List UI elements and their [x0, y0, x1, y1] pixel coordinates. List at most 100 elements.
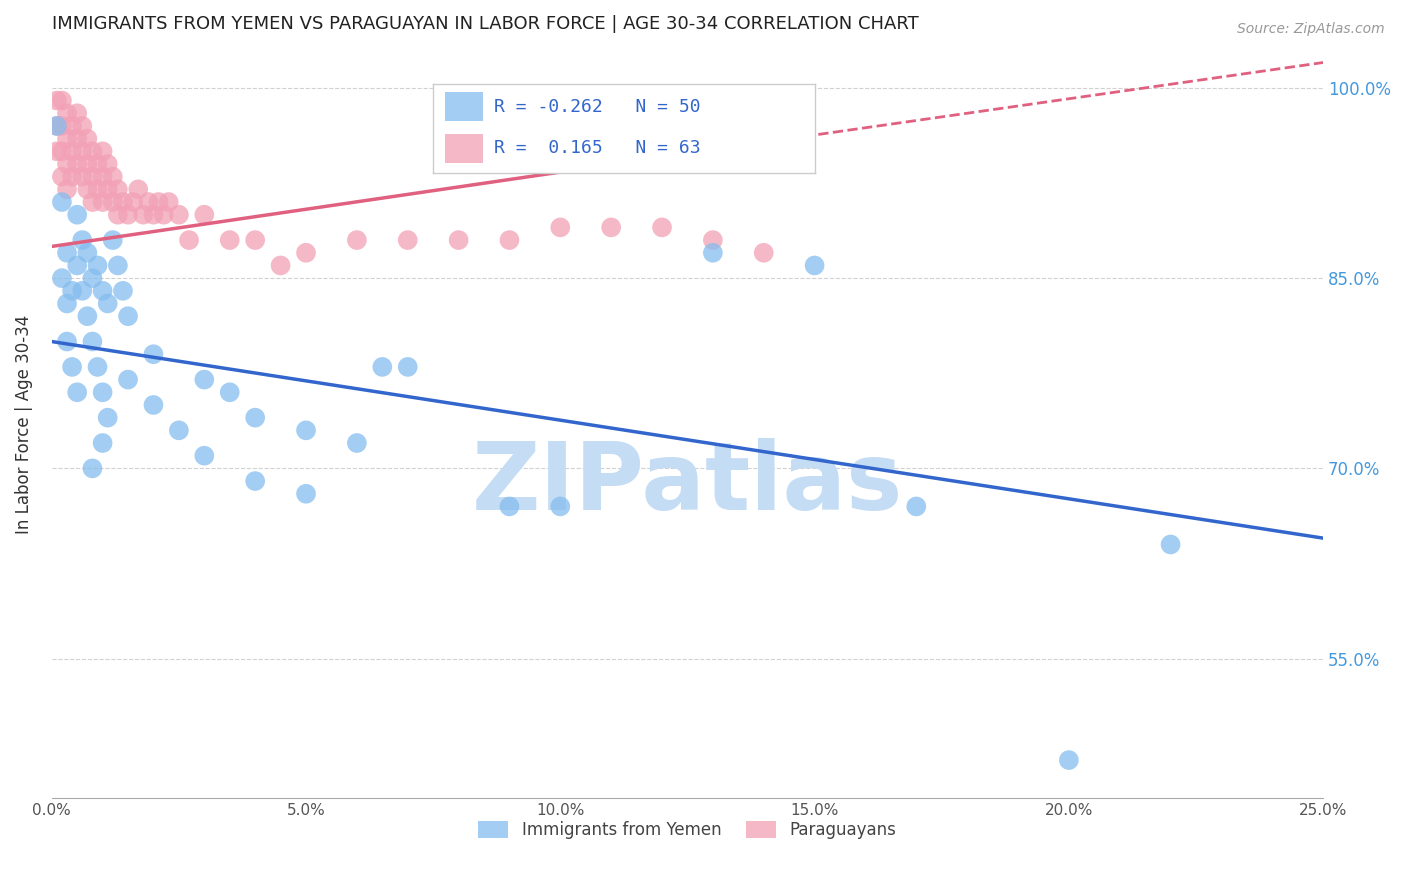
Point	[91, 169, 114, 184]
Point	[45, 94, 67, 108]
Point	[152, 208, 174, 222]
Point	[66, 259, 89, 273]
Point	[243, 233, 266, 247]
Point	[97, 296, 120, 310]
Point	[193, 373, 215, 387]
Point	[76, 245, 98, 260]
Point	[101, 233, 124, 247]
Point	[66, 157, 89, 171]
Point	[803, 259, 825, 273]
Point	[193, 208, 215, 222]
Point	[752, 245, 775, 260]
Point	[295, 423, 318, 437]
Point	[346, 436, 368, 450]
Point	[76, 131, 98, 145]
Point	[295, 487, 318, 501]
Point	[101, 169, 124, 184]
Point	[51, 94, 73, 108]
Point	[66, 208, 89, 222]
Point	[72, 169, 94, 184]
Point	[66, 106, 89, 120]
Point	[122, 194, 145, 209]
Point	[651, 220, 673, 235]
Point	[270, 259, 292, 273]
Point	[56, 131, 79, 145]
Point	[72, 284, 94, 298]
Point	[56, 182, 79, 196]
Point	[498, 233, 520, 247]
Point	[86, 182, 108, 196]
Point	[1160, 537, 1182, 551]
Point	[138, 194, 160, 209]
Point	[56, 106, 79, 120]
Point	[132, 208, 155, 222]
Point	[82, 145, 104, 159]
Point	[550, 220, 572, 235]
Point	[91, 436, 114, 450]
Point	[45, 119, 67, 133]
Point	[148, 194, 170, 209]
Point	[167, 208, 190, 222]
Point	[82, 194, 104, 209]
Point	[101, 194, 124, 209]
Point	[550, 500, 572, 514]
Point	[371, 359, 394, 374]
Point	[218, 385, 240, 400]
Point	[193, 449, 215, 463]
Point	[60, 284, 83, 298]
Point	[82, 169, 104, 184]
Point	[142, 208, 165, 222]
Point	[97, 157, 120, 171]
Point	[117, 208, 139, 222]
Point	[82, 461, 104, 475]
Point	[86, 157, 108, 171]
Point	[56, 157, 79, 171]
Point	[447, 233, 470, 247]
Point	[76, 182, 98, 196]
Text: IMMIGRANTS FROM YEMEN VS PARAGUAYAN IN LABOR FORCE | AGE 30-34 CORRELATION CHART: IMMIGRANTS FROM YEMEN VS PARAGUAYAN IN L…	[52, 15, 918, 33]
Point	[167, 423, 190, 437]
Text: ZIPatlas: ZIPatlas	[472, 438, 903, 530]
Point	[346, 233, 368, 247]
Point	[243, 410, 266, 425]
Point	[51, 271, 73, 285]
Point	[51, 169, 73, 184]
Point	[107, 259, 129, 273]
Point	[127, 182, 149, 196]
Point	[396, 359, 419, 374]
Point	[56, 245, 79, 260]
Point	[91, 194, 114, 209]
Point	[243, 474, 266, 488]
Point	[111, 284, 134, 298]
Point	[51, 194, 73, 209]
Point	[60, 119, 83, 133]
Point	[56, 296, 79, 310]
Point	[86, 259, 108, 273]
Point	[1057, 753, 1080, 767]
Point	[91, 284, 114, 298]
Point	[107, 182, 129, 196]
Legend: Immigrants from Yemen, Paraguayans: Immigrants from Yemen, Paraguayans	[471, 814, 903, 846]
Point	[60, 145, 83, 159]
Point	[91, 145, 114, 159]
Point	[107, 208, 129, 222]
Point	[72, 145, 94, 159]
Point	[97, 410, 120, 425]
Point	[76, 157, 98, 171]
Point	[702, 245, 724, 260]
Point	[600, 220, 623, 235]
Y-axis label: In Labor Force | Age 30-34: In Labor Force | Age 30-34	[15, 314, 32, 533]
Point	[142, 347, 165, 361]
Point	[76, 309, 98, 323]
Point	[51, 145, 73, 159]
Point	[66, 385, 89, 400]
Point	[97, 182, 120, 196]
Point	[905, 500, 928, 514]
Point	[702, 233, 724, 247]
Point	[56, 334, 79, 349]
Point	[86, 359, 108, 374]
Point	[218, 233, 240, 247]
Point	[157, 194, 180, 209]
Point	[111, 194, 134, 209]
Point	[60, 359, 83, 374]
